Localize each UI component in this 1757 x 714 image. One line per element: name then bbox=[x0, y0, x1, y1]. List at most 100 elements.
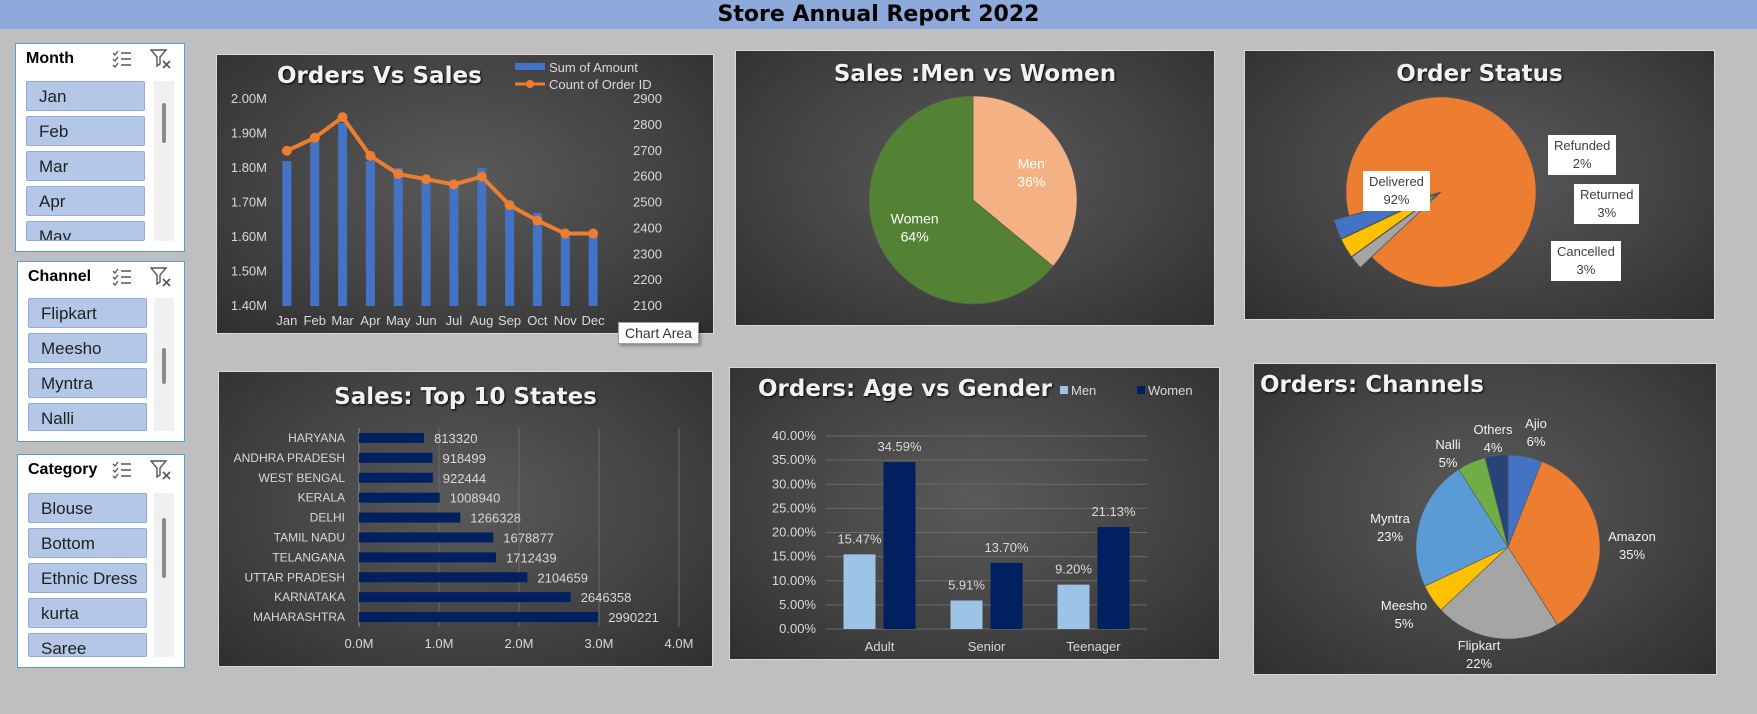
age-vs-gender-chart[interactable]: Orders: Age vs Gender 0.00% 5.00% 10.00% 15… bbox=[729, 367, 1220, 660]
clear-filter-icon[interactable] bbox=[150, 460, 172, 480]
slicer-title: Category bbox=[28, 461, 98, 478]
line-point bbox=[560, 228, 571, 239]
bar bbox=[393, 168, 403, 306]
bar bbox=[338, 123, 348, 307]
orders-vs-sales-chart[interactable]: Orders Vs Sales 1.40M 1.50M 1.60M 1.70M 1.80… bbox=[216, 54, 714, 334]
multi-select-icon[interactable] bbox=[112, 268, 132, 286]
slice-value: 35% bbox=[1619, 547, 1645, 562]
channels-chart[interactable]: Orders: Channels Ajio 6% Amazon 35% Flipkart… bbox=[1253, 363, 1717, 675]
data-label: 9.20% bbox=[1055, 562, 1092, 577]
y-tick-label: 1.90M bbox=[231, 126, 267, 141]
slicer-scrollbar[interactable] bbox=[154, 81, 174, 241]
data-label: 1266328 bbox=[470, 511, 521, 526]
slice-label: Ajio bbox=[1525, 416, 1547, 431]
bar bbox=[282, 161, 292, 306]
pie-slice-myntra bbox=[1415, 468, 1509, 587]
x-tick-label: Oct bbox=[527, 313, 548, 328]
slicer-scrollbar[interactable] bbox=[154, 298, 174, 431]
month-slicer[interactable]: Month Jan Feb Mar Apr May bbox=[15, 43, 185, 252]
clear-filter-icon[interactable] bbox=[150, 49, 172, 69]
x-tick-label: Nov bbox=[554, 313, 578, 328]
y-tick-label: 1.70M bbox=[231, 195, 267, 210]
slicer-item-apr[interactable]: Apr bbox=[26, 186, 145, 216]
y2-tick-label: 2600 bbox=[633, 169, 662, 184]
slice-value: 6% bbox=[1527, 434, 1546, 449]
chart-title: Orders Vs Sales bbox=[277, 63, 482, 89]
slicer-item-flipkart[interactable]: Flipkart bbox=[28, 298, 147, 328]
slice-value: 4% bbox=[1484, 440, 1503, 455]
multi-select-icon[interactable] bbox=[112, 461, 132, 479]
pie-slice-delivered bbox=[1345, 96, 1537, 288]
bar bbox=[532, 212, 542, 306]
data-label: 13.70% bbox=[984, 540, 1029, 555]
slicer-item-may[interactable]: May bbox=[26, 221, 145, 241]
chart-title: Orders: Age vs Gender bbox=[758, 376, 1053, 402]
slicer-item-blouse[interactable]: Blouse bbox=[28, 493, 147, 523]
clear-filter-icon[interactable] bbox=[150, 267, 172, 287]
slice-value: 3% bbox=[1597, 205, 1617, 220]
men-vs-women-chart[interactable]: Sales :Men vs Women Men 36% Women 64% bbox=[735, 50, 1215, 326]
y2-tick-label: 2500 bbox=[633, 195, 662, 210]
data-label: 922444 bbox=[443, 471, 486, 486]
line-point bbox=[476, 171, 487, 182]
x-tick-label: Teenager bbox=[1066, 639, 1121, 654]
top-states-chart[interactable]: Sales: Top 10 States 0.0M 1.0M 2.0M 3.0M 4.0… bbox=[218, 371, 713, 667]
y-tick-label: 1.50M bbox=[231, 264, 267, 279]
bar bbox=[359, 432, 425, 443]
bar bbox=[883, 462, 916, 629]
bar bbox=[359, 592, 571, 603]
slicer-scrollbar[interactable] bbox=[154, 493, 174, 657]
slicer-item-mar[interactable]: Mar bbox=[26, 151, 145, 181]
channel-slicer[interactable]: Channel Flipkart Meesho Myntra Nalli bbox=[17, 261, 185, 442]
slice-label: Amazon bbox=[1608, 529, 1656, 544]
bar bbox=[365, 161, 375, 306]
multi-select-icon[interactable] bbox=[112, 50, 132, 68]
bar bbox=[1057, 584, 1090, 629]
slicer-item-meesho[interactable]: Meesho bbox=[28, 333, 147, 363]
slicer-item-jan[interactable]: Jan bbox=[26, 81, 145, 111]
slicer-item-ethnic-dress[interactable]: Ethnic Dress bbox=[28, 563, 147, 593]
y-tick-label: 15.00% bbox=[772, 549, 817, 564]
line-point bbox=[448, 179, 459, 190]
slice-label: Myntra bbox=[1370, 511, 1411, 526]
slicer-item-myntra[interactable]: Myntra bbox=[28, 368, 147, 398]
legend-marker bbox=[526, 80, 534, 88]
legend-label: Men bbox=[1071, 383, 1096, 398]
line-point bbox=[393, 169, 404, 180]
data-label: 1008940 bbox=[450, 491, 501, 506]
data-label: 918499 bbox=[442, 451, 485, 466]
scrollbar-thumb[interactable] bbox=[162, 518, 166, 578]
category-label: KERALA bbox=[298, 491, 345, 505]
data-label: 813320 bbox=[434, 431, 477, 446]
line-point bbox=[309, 132, 320, 143]
callout-cancelled: Cancelled 3% bbox=[1551, 241, 1621, 281]
slicer-item-saree[interactable]: Saree bbox=[28, 633, 147, 657]
pie-slice-others bbox=[1484, 454, 1509, 548]
slicer-item-kurta[interactable]: kurta bbox=[28, 598, 147, 628]
slice-value: 36% bbox=[1017, 174, 1045, 190]
y-tick-label: 20.00% bbox=[772, 525, 817, 540]
scrollbar-thumb[interactable] bbox=[162, 103, 166, 143]
slicer-item-bottom[interactable]: Bottom bbox=[28, 528, 147, 558]
x-tick-label: Aug bbox=[470, 313, 493, 328]
category-slicer[interactable]: Category Blouse Bottom Ethnic Dress kurt… bbox=[17, 454, 185, 668]
legend-swatch bbox=[1060, 386, 1068, 394]
bar bbox=[843, 554, 876, 629]
x-tick-label: Jun bbox=[416, 313, 437, 328]
slicer-item-feb[interactable]: Feb bbox=[26, 116, 145, 146]
bar bbox=[449, 181, 459, 306]
pie-slice-amazon bbox=[1507, 461, 1601, 626]
bar bbox=[1097, 527, 1130, 629]
data-label: 2990221 bbox=[608, 610, 659, 625]
y-tick-label: 40.00% bbox=[772, 428, 817, 443]
legend-swatch-bars bbox=[515, 63, 545, 70]
callout-refunded: Refunded 2% bbox=[1548, 135, 1617, 175]
y-tick-label: 1.60M bbox=[231, 229, 267, 244]
line-series bbox=[286, 115, 594, 236]
slice-label: Men bbox=[1018, 156, 1045, 172]
slicer-item-nalli[interactable]: Nalli bbox=[28, 403, 147, 431]
legend-label: Count of Order ID bbox=[549, 77, 652, 92]
scrollbar-thumb[interactable] bbox=[162, 348, 166, 384]
y2-tick-label: 2900 bbox=[633, 91, 662, 106]
order-status-chart[interactable]: Order Status Delivered 92% Refunded 2% Ret… bbox=[1244, 50, 1715, 320]
